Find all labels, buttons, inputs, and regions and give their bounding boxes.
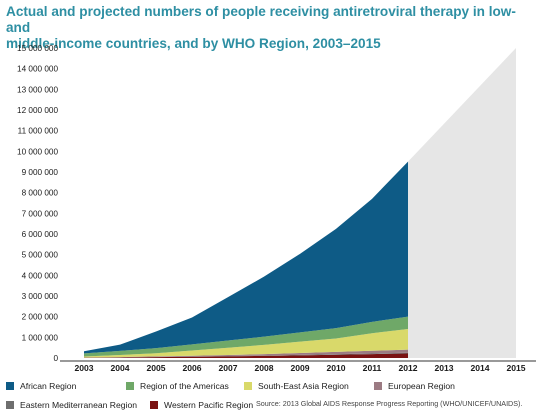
legend-swatch-southeast-asia (244, 382, 252, 390)
y-tick-label: 11 000 000 (18, 127, 59, 136)
legend-swatch-eastern-mediterranean (6, 401, 14, 409)
x-tick-label: 2009 (290, 363, 309, 373)
legend-label-african: African Region (20, 381, 77, 391)
x-tick-label: 2015 (506, 363, 525, 373)
x-tick-label: 2005 (146, 363, 165, 373)
legend-label-eastern-mediterranean: Eastern Mediterranean Region (20, 400, 138, 410)
area-region-of-the-americas (84, 316, 408, 357)
y-tick-label: 10 000 000 (17, 147, 58, 156)
legend-item-african: African Region (6, 381, 76, 391)
legend-label-americas: Region of the Americas (140, 381, 229, 391)
y-tick-label: 5 000 000 (22, 251, 59, 260)
chart-title-line-1: Actual and projected numbers of people r… (6, 4, 516, 35)
legend-item-european: European Region (374, 381, 455, 391)
y-tick-label: 13 000 000 (17, 85, 58, 94)
source-note: Source: 2013 Global AIDS Response Progre… (256, 399, 523, 408)
legend-swatch-african (6, 382, 14, 390)
y-tick-label: 6 000 000 (22, 230, 59, 239)
x-tick-label: 2013 (434, 363, 453, 373)
y-tick-label: 9 000 000 (22, 168, 59, 177)
x-tick-label: 2010 (326, 363, 345, 373)
x-tick-label: 2006 (182, 363, 201, 373)
area-african-region (84, 161, 408, 354)
y-tick-label: 3 000 000 (22, 292, 59, 301)
legend-item-western-pacific: Western Pacific Region (150, 400, 253, 410)
legend-swatch-americas (126, 382, 134, 390)
legend-swatch-european (374, 382, 382, 390)
legend-label-western-pacific: Western Pacific Region (164, 400, 254, 410)
x-tick-label: 2011 (363, 363, 382, 373)
x-tick-label: 2014 (470, 363, 489, 373)
x-tick-label: 2003 (74, 363, 93, 373)
projection-area (408, 48, 516, 358)
legend: African Region Region of the Americas So… (0, 376, 540, 416)
chart-title-line-2: middle-income countries, and by WHO Regi… (6, 36, 381, 51)
legend-item-americas: Region of the Americas (126, 381, 229, 391)
y-tick-label: 7 000 000 (22, 209, 59, 218)
y-tick-label: 15 000 000 (17, 44, 58, 53)
legend-label-southeast-asia: South-East Asia Region (258, 381, 349, 391)
y-tick-label: 8 000 000 (22, 189, 59, 198)
y-tick-label: 2 000 000 (22, 313, 59, 322)
legend-label-european: European Region (388, 381, 455, 391)
x-tick-label: 2004 (110, 363, 129, 373)
y-tick-label: 14 000 000 (17, 65, 58, 74)
x-tick-label: 2007 (218, 363, 237, 373)
area-european-region (84, 349, 408, 358)
x-tick-label: 2012 (398, 363, 417, 373)
legend-swatch-western-pacific (150, 401, 158, 409)
x-tick-label: 2008 (254, 363, 273, 373)
legend-item-southeast-asia: South-East Asia Region (244, 381, 349, 391)
legend-item-eastern-mediterranean: Eastern Mediterranean Region (6, 400, 137, 410)
area-south-east-asia-region (84, 328, 408, 358)
y-tick-label: 0 (53, 354, 58, 363)
area-chart: 2003 2004 2005 2006 2007 2008 2009 2010 2011 2012… (17, 44, 536, 373)
y-tick-label: 1 000 000 (22, 333, 59, 342)
y-tick-label: 12 000 000 (17, 106, 58, 115)
chart-title: Actual and projected numbers of people r… (6, 4, 534, 52)
y-tick-label: 4 000 000 (22, 271, 59, 280)
area-western-pacific-region (84, 353, 408, 358)
